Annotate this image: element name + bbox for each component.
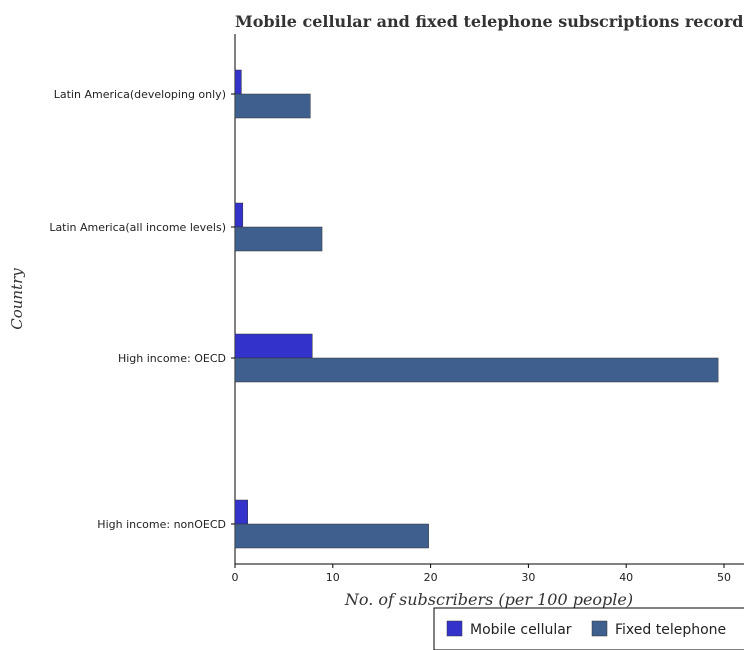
bars-group <box>234 69 719 549</box>
x-tick-label: 20 <box>424 571 438 584</box>
legend-label-fixed-telephone: Fixed telephone <box>615 622 726 638</box>
y-tick-label: High income: nonOECD <box>97 518 226 531</box>
bar-mobile-cellular <box>234 499 248 525</box>
legend-label-mobile-cellular: Mobile cellular <box>470 622 572 638</box>
y-tick-labels: High income: nonOECD High income: OECD Lat… <box>49 88 235 531</box>
legend-swatch-mobile-cellular <box>446 620 463 637</box>
bar-mobile-cellular <box>234 69 242 95</box>
bar-fixed-telephone <box>234 523 429 549</box>
bar-fixed-telephone <box>234 357 719 383</box>
x-tick-label: 30 <box>521 571 535 584</box>
plot-background <box>235 34 744 564</box>
legend-swatch-fixed-telephone <box>591 620 608 637</box>
bar-fixed-telephone <box>234 93 311 119</box>
legend-box <box>433 607 744 650</box>
x-axis-label: No. of subscribers (per 100 people) <box>344 590 633 609</box>
y-tick-label: High income: OECD <box>118 352 226 365</box>
chart-title: Mobile cellular and fixed telephone subs… <box>235 12 744 31</box>
x-tick-labels: 0 10 20 30 40 50 <box>232 564 731 584</box>
bar-mobile-cellular <box>234 202 244 228</box>
bar-fixed-telephone <box>234 226 323 252</box>
y-tick-label: Latin America(developing only) <box>54 88 226 101</box>
plot-area <box>235 34 744 564</box>
x-tick-label: 50 <box>717 571 731 584</box>
bar-mobile-cellular <box>234 333 313 359</box>
x-tick-label: 0 <box>232 571 239 584</box>
x-tick-label: 40 <box>619 571 633 584</box>
y-axis-label: Country <box>8 268 26 330</box>
legend: Mobile cellular Fixed telephone <box>433 607 744 650</box>
x-tick-label: 10 <box>326 571 340 584</box>
y-tick-label: Latin America(all income levels) <box>49 221 226 234</box>
